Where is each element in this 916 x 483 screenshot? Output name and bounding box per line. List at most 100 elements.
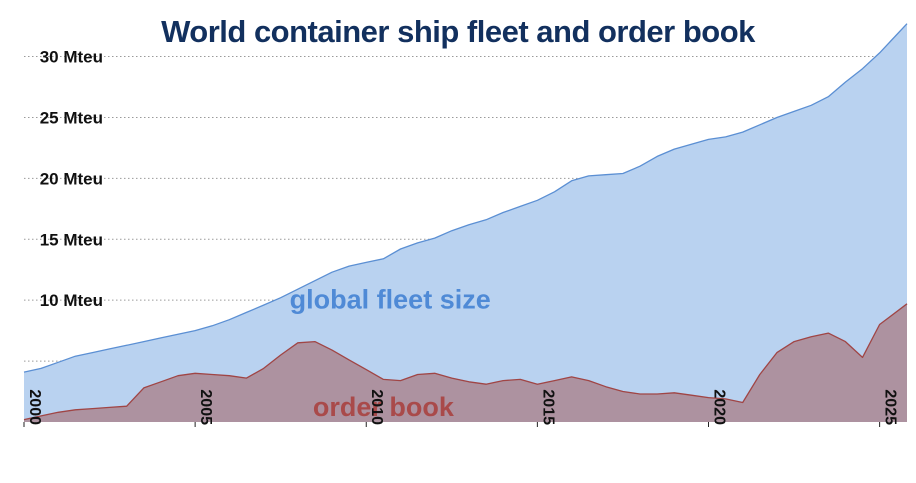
axis-layer: 10 Mteu 15 Mteu 20 Mteu 25 Mteu 30 Mteu 2000 2… xyxy=(23,48,899,427)
point-order-book-2025.8 xyxy=(906,303,908,305)
point-global-fleet-size-2004 xyxy=(160,337,162,339)
point-order-book-2019.5 xyxy=(690,394,692,396)
point-global-fleet-size-2016 xyxy=(570,180,572,182)
point-global-fleet-size-2006.5 xyxy=(245,311,247,313)
line-global-fleet-size xyxy=(23,23,908,373)
point-global-fleet-size-2000 xyxy=(23,371,25,373)
point-global-fleet-size-2018 xyxy=(639,165,641,167)
point-global-fleet-size-2010 xyxy=(365,261,367,263)
point-global-fleet-size-2000.5 xyxy=(40,367,42,369)
point-order-book-2002 xyxy=(91,407,93,409)
point-global-fleet-size-2018.5 xyxy=(656,155,658,157)
point-order-book-2004 xyxy=(160,381,162,383)
order-series-label: order book xyxy=(313,392,455,422)
point-order-book-2005.5 xyxy=(211,373,213,375)
point-global-fleet-size-2012 xyxy=(434,237,436,239)
point-global-fleet-size-2025.8 xyxy=(906,23,908,25)
fleet-series-label: global fleet size xyxy=(290,285,491,315)
point-order-book-2016 xyxy=(570,376,572,378)
point-order-book-2001.5 xyxy=(74,409,76,411)
point-global-fleet-size-2017 xyxy=(605,174,607,176)
point-global-fleet-size-2020 xyxy=(707,138,709,140)
point-order-book-2000 xyxy=(23,418,25,420)
point-order-book-2010.5 xyxy=(382,378,384,380)
point-global-fleet-size-2002.5 xyxy=(108,348,110,350)
point-global-fleet-size-2019 xyxy=(673,148,675,150)
point-order-book-2018 xyxy=(639,393,641,395)
point-order-book-2006 xyxy=(228,375,230,377)
point-global-fleet-size-2016.5 xyxy=(588,175,590,177)
point-order-book-2012.5 xyxy=(451,377,453,379)
point-global-fleet-size-2015 xyxy=(536,199,538,201)
point-order-book-2003 xyxy=(126,405,128,407)
point-order-book-2008 xyxy=(297,342,299,344)
x-tick-label-2025: 2025 xyxy=(882,389,899,425)
point-order-book-2010 xyxy=(365,368,367,370)
x-tick-label-2010: 2010 xyxy=(368,389,385,425)
point-global-fleet-size-2007.5 xyxy=(280,297,282,299)
point-order-book-2025 xyxy=(878,323,880,325)
chart-title: World container ship fleet and order boo… xyxy=(161,14,756,49)
point-global-fleet-size-2003 xyxy=(126,344,128,346)
label-layer: global fleet size order book xyxy=(290,285,491,422)
point-order-book-2009 xyxy=(331,349,333,351)
point-global-fleet-size-2019.5 xyxy=(690,143,692,145)
point-order-book-2014 xyxy=(502,379,504,381)
point-global-fleet-size-2021 xyxy=(742,131,744,133)
point-order-book-2003.5 xyxy=(143,387,145,389)
point-order-book-2021.5 xyxy=(759,373,761,375)
point-global-fleet-size-2005 xyxy=(194,329,196,331)
point-order-book-2008.5 xyxy=(314,340,316,342)
point-order-book-2007 xyxy=(262,367,264,369)
x-tick-label-2015: 2015 xyxy=(539,389,556,425)
point-order-book-2023.5 xyxy=(827,332,829,334)
point-order-book-2007.5 xyxy=(280,354,282,356)
point-global-fleet-size-2023 xyxy=(810,104,812,106)
point-order-book-2015 xyxy=(536,383,538,385)
point-order-book-2013 xyxy=(468,381,470,383)
area-global-fleet-size xyxy=(24,23,907,422)
point-order-book-2016.5 xyxy=(588,379,590,381)
point-global-fleet-size-2001.5 xyxy=(74,355,76,357)
point-global-fleet-size-2009.5 xyxy=(348,265,350,267)
point-global-fleet-size-2009 xyxy=(331,271,333,273)
point-order-book-2019 xyxy=(673,392,675,394)
point-order-book-2011 xyxy=(399,379,401,381)
point-global-fleet-size-2020.5 xyxy=(724,136,726,138)
x-tick-label-2020: 2020 xyxy=(710,389,727,425)
point-global-fleet-size-2001 xyxy=(57,361,59,363)
point-global-fleet-size-2008.5 xyxy=(314,280,316,282)
point-order-book-2022.5 xyxy=(793,340,795,342)
point-order-book-2006.5 xyxy=(245,377,247,379)
point-global-fleet-size-2002 xyxy=(91,351,93,353)
point-global-fleet-size-2012.5 xyxy=(451,230,453,232)
point-order-book-2011.5 xyxy=(416,373,418,375)
y-tick-label-10: 10 Mteu xyxy=(40,291,103,310)
point-order-book-2024.5 xyxy=(861,356,863,358)
point-global-fleet-size-2022.5 xyxy=(793,110,795,112)
point-order-book-2021 xyxy=(742,401,744,403)
point-global-fleet-size-2024.5 xyxy=(861,68,863,70)
point-order-book-2002.5 xyxy=(108,406,110,408)
point-global-fleet-size-2006 xyxy=(228,319,230,321)
point-order-book-2020 xyxy=(707,396,709,398)
point-order-book-2001 xyxy=(57,411,59,413)
line-order-book xyxy=(23,303,908,421)
point-global-fleet-size-2011.5 xyxy=(416,242,418,244)
point-global-fleet-size-2022 xyxy=(776,116,778,118)
y-tick-label-30: 30 Mteu xyxy=(40,48,103,67)
x-tick-label-2000: 2000 xyxy=(26,389,43,425)
point-order-book-2013.5 xyxy=(485,383,487,385)
point-global-fleet-size-2015.5 xyxy=(553,191,555,193)
point-global-fleet-size-2010.5 xyxy=(382,258,384,260)
point-order-book-2022 xyxy=(776,351,778,353)
point-global-fleet-size-2005.5 xyxy=(211,325,213,327)
point-global-fleet-size-2013.5 xyxy=(485,219,487,221)
point-order-book-2015.5 xyxy=(553,379,555,381)
point-order-book-2024 xyxy=(844,340,846,342)
point-order-book-2014.5 xyxy=(519,378,521,380)
x-tick-label-2005: 2005 xyxy=(197,389,214,425)
point-global-fleet-size-2011 xyxy=(399,248,401,250)
point-global-fleet-size-2003.5 xyxy=(143,340,145,342)
